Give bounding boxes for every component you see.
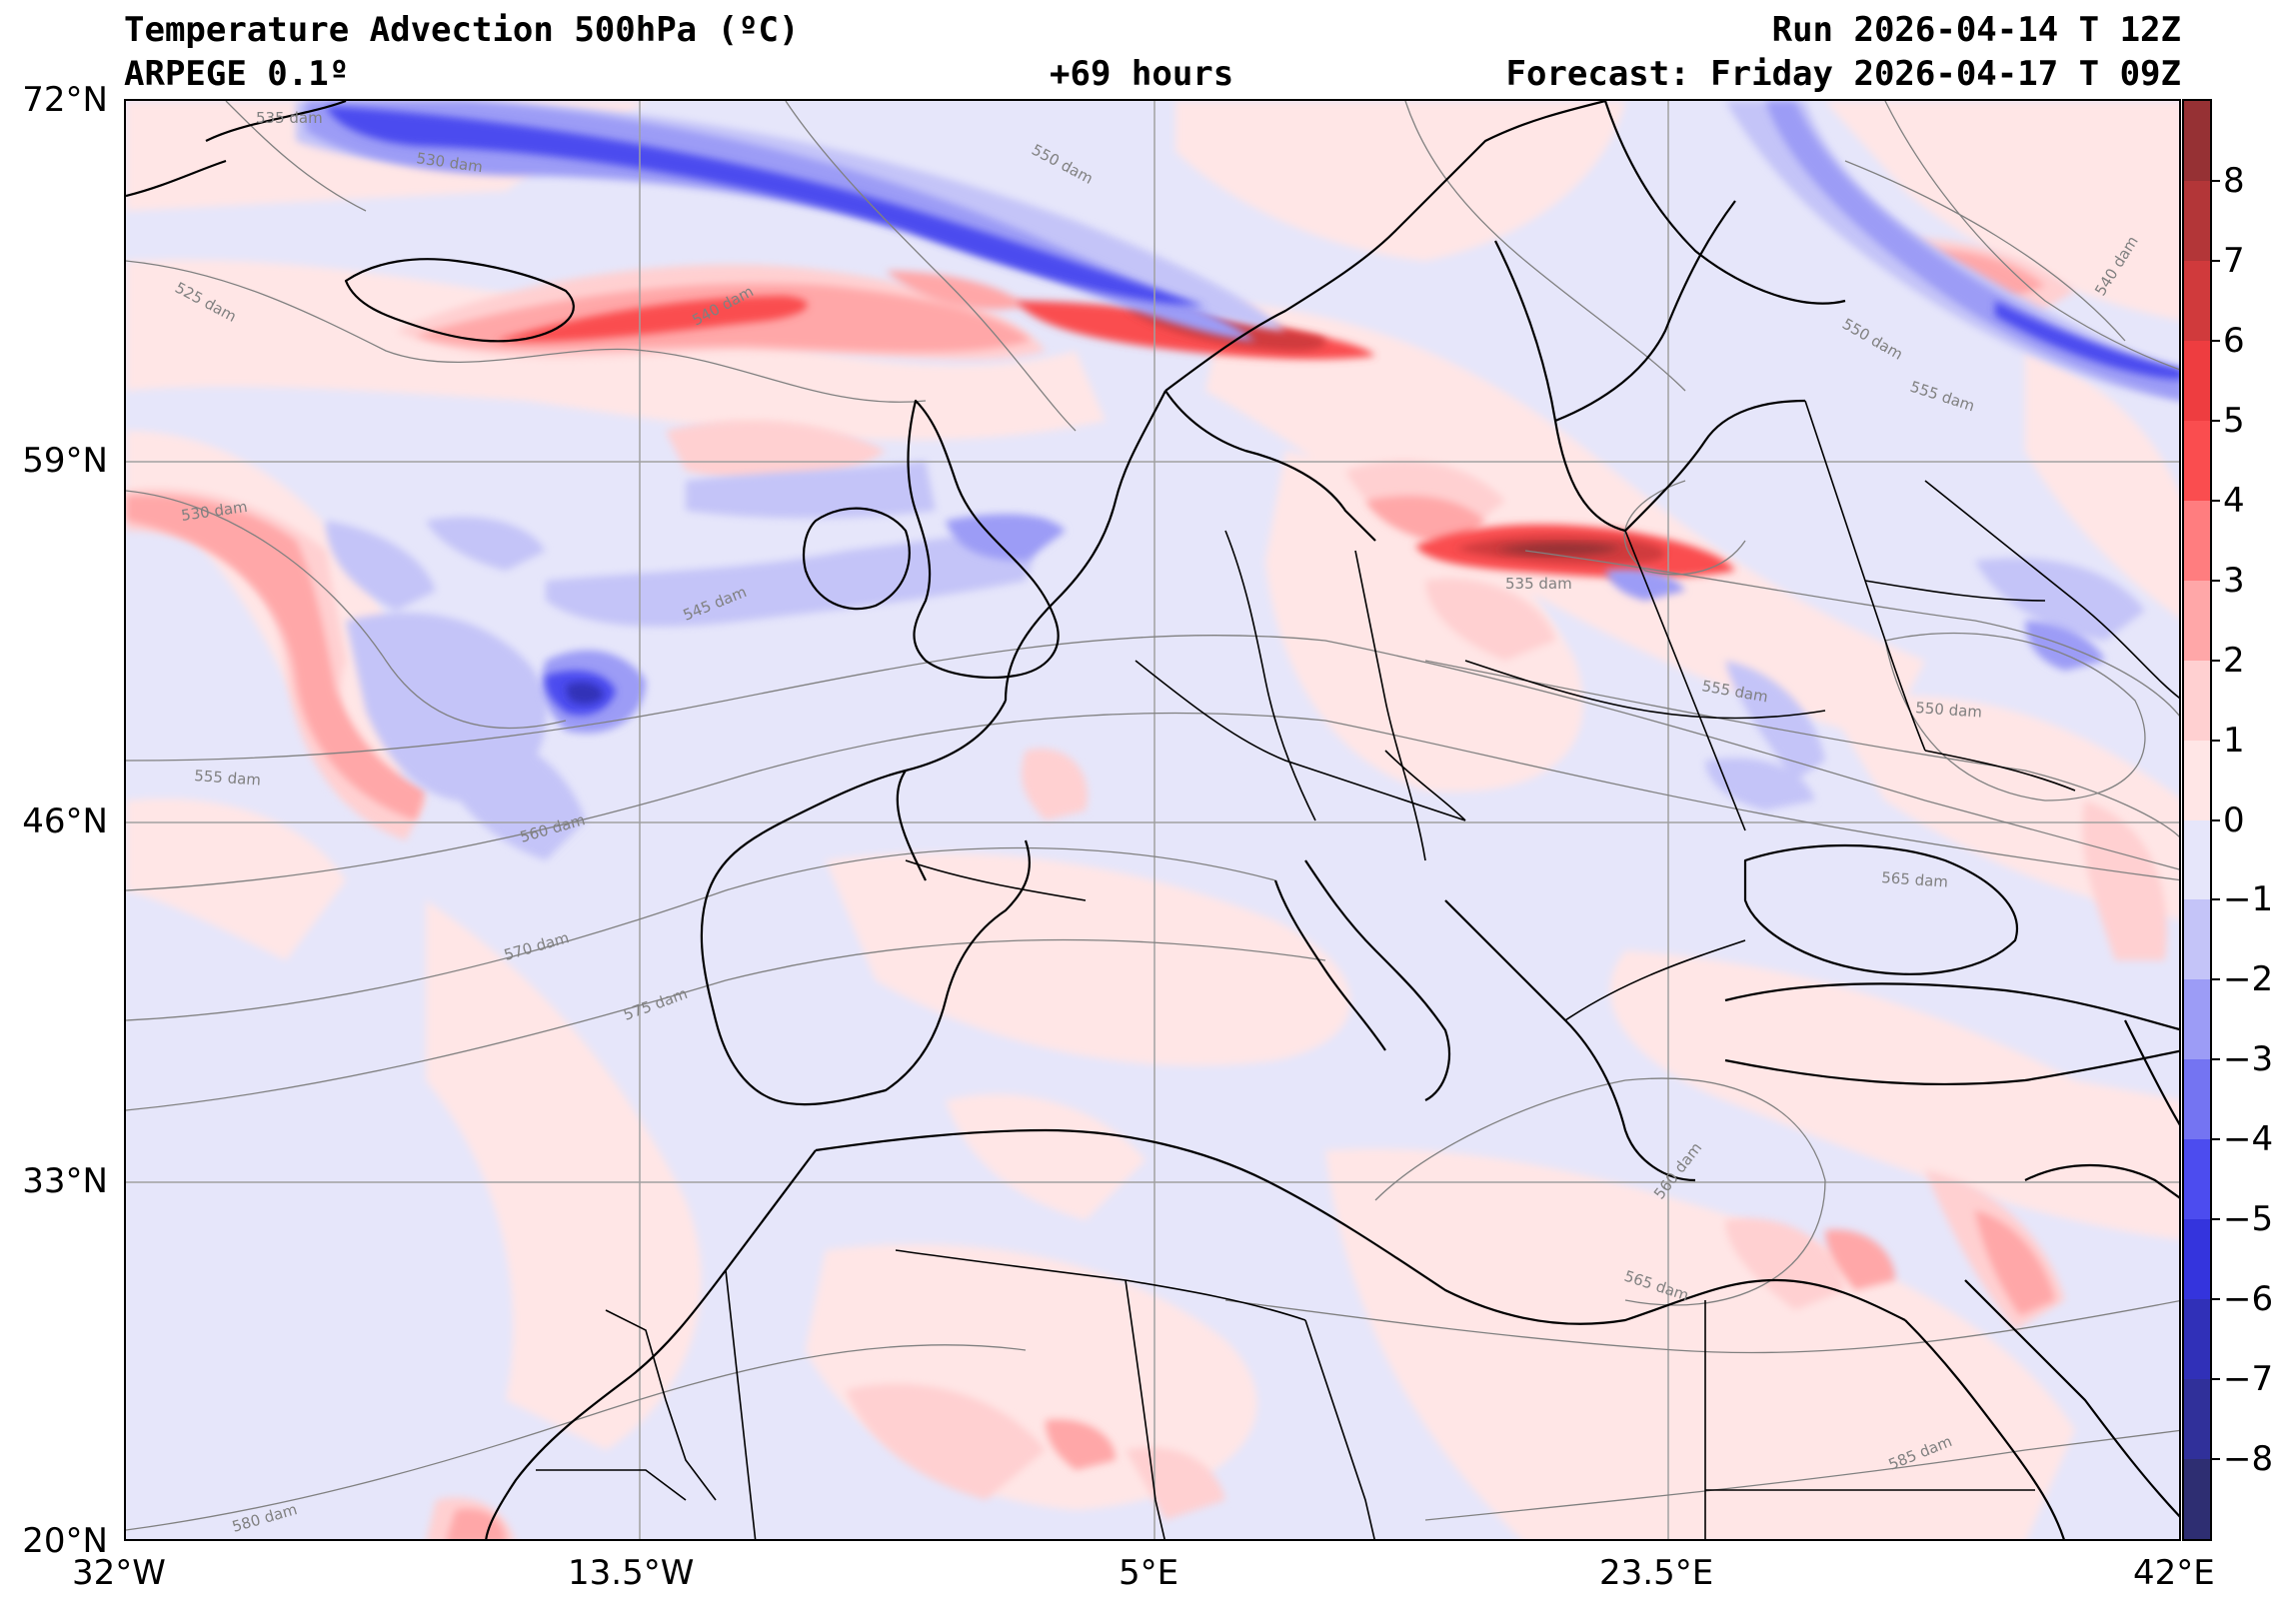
lat-label-46n: 46°N [22,802,108,841]
colorbar-tick [2212,1378,2220,1381]
colorbar-tick [2212,419,2220,422]
colorbar-segment [2184,580,2210,662]
colorbar-tick [2212,659,2220,662]
colorbar-label: 3 [2223,560,2245,601]
colorbar-segment [2184,740,2210,821]
colorbar-label: −2 [2223,959,2274,1000]
colorbar-label: −7 [2223,1359,2274,1400]
colorbar-tick [2212,179,2220,182]
colorbar-tick [2212,978,2220,981]
colorbar-label: 1 [2223,720,2245,761]
contour-label: 535 dam [1505,575,1572,593]
map-canvas: 535 dam 530 dam 550 dam 525 dam 540 dam … [126,101,2179,1539]
colorbar-tick [2212,739,2220,742]
lat-label-59n: 59°N [22,441,108,481]
colorbar-label: −6 [2223,1279,2274,1320]
colorbar-label: 6 [2223,320,2245,361]
lon-label-42e: 42°E [2133,1553,2215,1593]
colorbar-tick [2212,1458,2220,1461]
lat-label-33n: 33°N [22,1161,108,1201]
colorbar-label: −5 [2223,1199,2274,1240]
coastlines [126,101,2179,1539]
colorbar-segment [2184,500,2210,582]
colorbar-segment [2184,899,2210,981]
contour-label: 555 dam [194,767,262,790]
colorbar-label: −3 [2223,1039,2274,1080]
colorbar-tick [2212,1218,2220,1221]
lat-label-72n: 72°N [22,80,108,120]
colorbar-label: 5 [2223,400,2245,441]
graticule [126,101,2179,1539]
colorbar-tick [2212,259,2220,262]
colorbar-segment [2184,1299,2210,1381]
colorbar-label: −8 [2223,1439,2274,1480]
lon-label-23-5e: 23.5°E [1599,1553,1714,1593]
colorbar-segment [2184,1059,2210,1141]
lon-label-5e: 5°E [1119,1553,1179,1593]
contour-label: 550 dam [1915,699,1983,722]
lead-time-label: +69 hours [1050,54,1234,94]
run-label: Run 2026-04-14 T 12Z [1771,10,2181,50]
colorbar-label: −4 [2223,1119,2274,1160]
colorbar-segment [2184,1459,2210,1539]
lat-label-20n: 20°N [22,1521,108,1561]
colorbar-label: −1 [2223,879,2274,920]
lon-label-32w: 32°W [72,1553,166,1593]
colorbar-segment [2184,979,2210,1061]
forecast-label: Forecast: Friday 2026-04-17 T 09Z [1505,54,2181,94]
colorbar [2182,99,2212,1541]
colorbar-label: 8 [2223,160,2245,201]
geopotential-contours [126,101,2179,1531]
colorbar-tick [2212,339,2220,342]
colorbar-segment [2184,340,2210,422]
colorbar-segment [2184,420,2210,502]
advection-field [126,101,2179,1539]
colorbar-segment [2184,819,2210,901]
colorbar-segment [2184,1379,2210,1461]
colorbar-segment [2184,101,2210,182]
colorbar-tick [2212,1298,2220,1301]
colorbar-segment [2184,180,2210,262]
colorbar-segment [2184,1219,2210,1301]
colorbar-tick [2212,818,2220,821]
colorbar-tick [2212,579,2220,582]
lon-label-13-5w: 13.5°W [568,1553,695,1593]
colorbar-tick [2212,499,2220,502]
map-panel: 535 dam 530 dam 550 dam 525 dam 540 dam … [124,99,2181,1541]
contour-label: 565 dam [1881,868,1949,891]
colorbar-label: 2 [2223,640,2245,681]
colorbar-label: 0 [2223,800,2245,840]
colorbar-label: 4 [2223,480,2245,521]
map-title: Temperature Advection 500hPa (ºC) [124,10,800,50]
colorbar-segment [2184,260,2210,342]
model-label: ARPEGE 0.1º [124,54,350,94]
colorbar-tick [2212,898,2220,901]
colorbar-segment [2184,1139,2210,1221]
contour-label: 535 dam [256,109,323,127]
colorbar-label: 7 [2223,240,2245,281]
colorbar-tick [2212,1138,2220,1141]
colorbar-segment [2184,660,2210,742]
country-borders [536,400,2179,1539]
colorbar-tick [2212,1058,2220,1061]
